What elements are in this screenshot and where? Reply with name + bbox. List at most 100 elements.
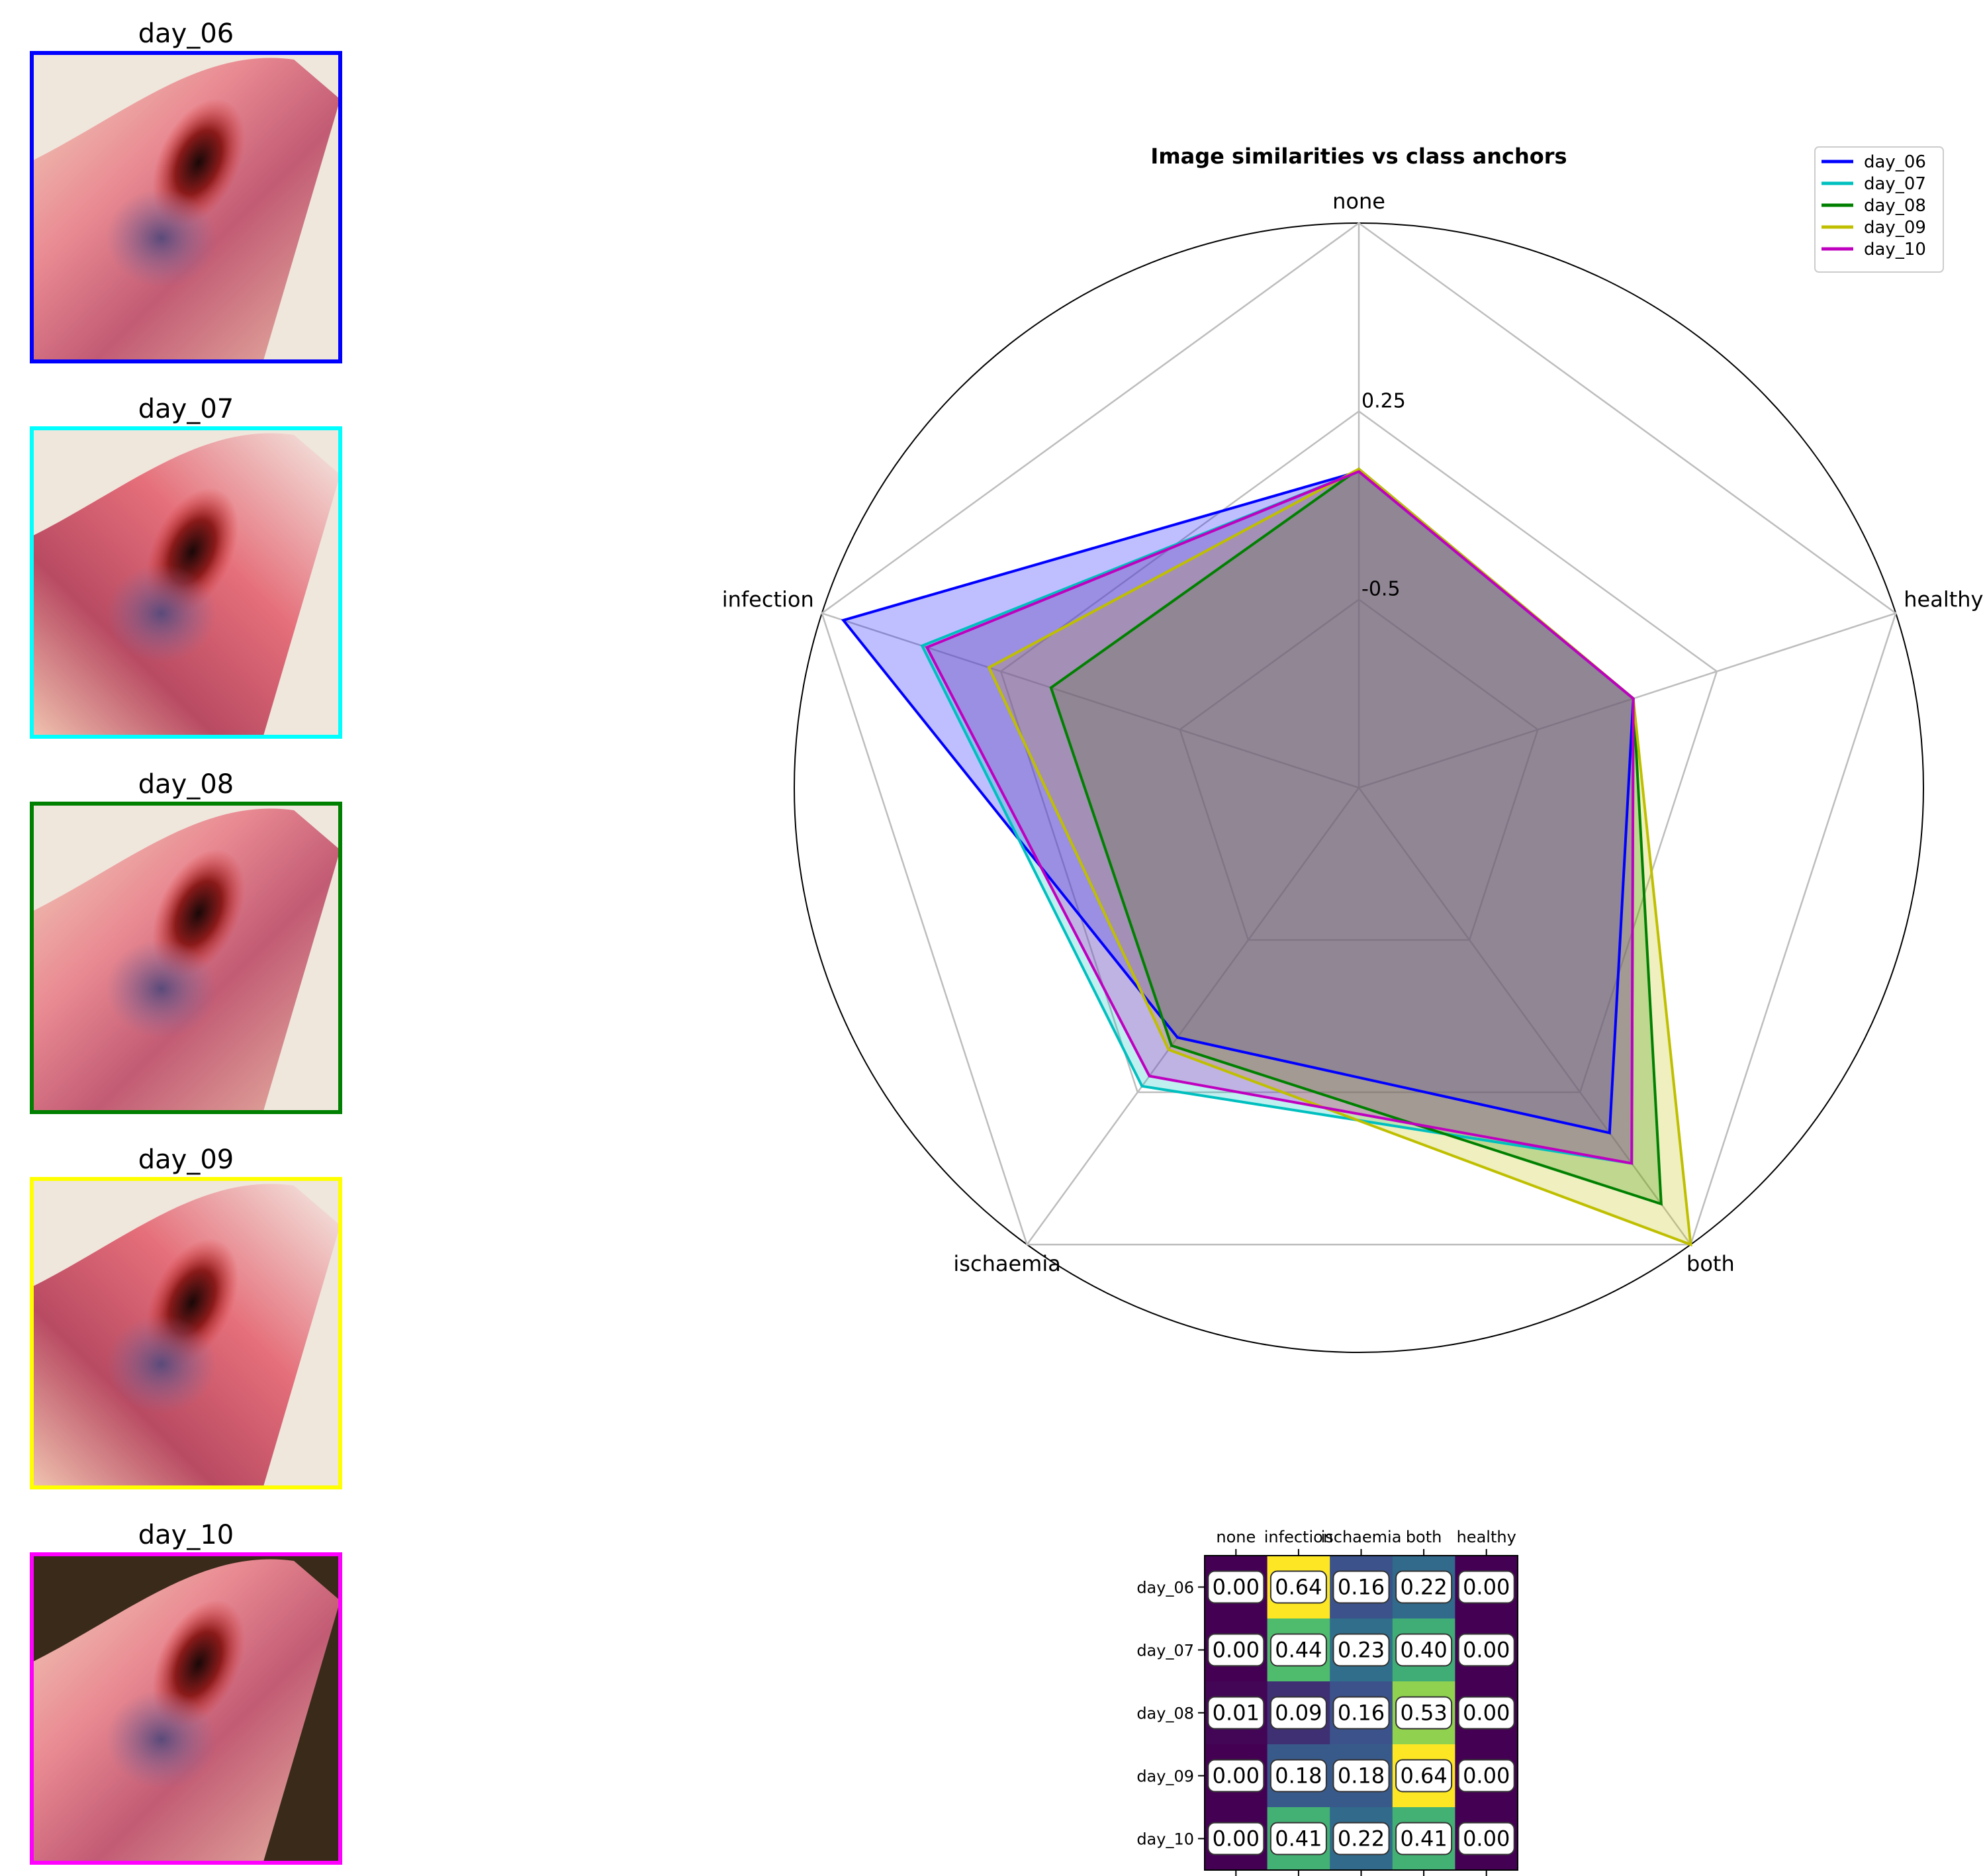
radar-axis-label-infection: infection [722,586,814,612]
radar-area-day_09 [989,469,1691,1245]
heatmap-value-label: 0.00 [1463,1826,1510,1852]
thumbnail-day_06: day_06 [30,19,342,363]
heatmap-value-box [1332,1822,1390,1855]
heatmap-value-label: 0.41 [1400,1826,1447,1852]
thumbnail-title: day_06 [138,19,234,49]
heatmap-value-box [1269,1570,1327,1604]
heatmap-value-box [1457,1696,1515,1730]
heatmap-value-box [1395,1759,1453,1793]
heatmap-value-box [1207,1633,1265,1667]
thumbnail-title: day_08 [138,769,234,800]
heatmap-row-label: day_08 [1136,1705,1194,1723]
legend-label: day_07 [1864,174,1926,194]
heatmap-value-label: 0.22 [1400,1575,1447,1600]
legend-label: day_10 [1864,240,1926,259]
thumbnail-title: day_07 [138,394,234,424]
radar-area-day_06 [843,471,1634,1133]
radar-chart: Image similarities vs class anchors none… [722,144,1983,1353]
chart-title: Image similarities vs class anchors [1150,144,1567,169]
radar-area-day_08 [1050,469,1661,1204]
heatmap-value-box [1207,1696,1265,1730]
heatmap-value-label: 0.00 [1213,1575,1260,1600]
thumbnail-day_07: day_07 [30,394,342,739]
radar-axis-label-none: none [1332,189,1385,214]
wound-photo [32,1554,340,1863]
heatmap-value-label: 0.01 [1213,1701,1260,1726]
heatmap-value-label: 0.16 [1338,1701,1385,1726]
heatmap-value-box [1457,1759,1515,1793]
heatmap-value-box [1269,1759,1327,1793]
heatmap-value-label: 0.22 [1338,1826,1385,1852]
heatmap-value-label: 0.41 [1275,1826,1322,1852]
heatmap-column-label: healthy [1457,1528,1516,1546]
heatmap-value-box [1332,1696,1390,1730]
radar-grid-ring [821,222,1897,1246]
heatmap-row-label: day_09 [1136,1767,1194,1786]
heatmap-value-box [1332,1633,1390,1667]
heatmap-column-label: ischaemia [1321,1528,1402,1546]
heatmap-value-box [1395,1633,1453,1667]
legend-label: day_06 [1864,152,1926,172]
thumbnail-border [30,51,342,363]
heatmap-value-label: 0.18 [1275,1763,1322,1789]
thumbnail-title: day_10 [138,1520,234,1550]
heatmap-value-label: 0.00 [1463,1701,1510,1726]
heatmap-row-label: day_06 [1136,1579,1194,1597]
thumbnail-border [30,1177,342,1489]
radar-spoke [1358,612,1896,789]
legend-label: day_08 [1864,196,1926,216]
heatmap-value-box [1395,1822,1453,1855]
heatmap-row-label: day_10 [1136,1830,1194,1849]
heatmap-value-label: 0.00 [1463,1763,1510,1789]
heatmap-column-label: none [1216,1528,1256,1546]
radar-axis-label-healthy: healthy [1904,586,1983,612]
heatmap-value-box [1457,1570,1515,1604]
heatmap-value-box [1332,1570,1390,1604]
heatmap-value-box [1332,1759,1390,1793]
heatmap-value-label: 0.53 [1400,1701,1447,1726]
heatmap-value-box [1269,1696,1327,1730]
heatmap-value-box [1457,1633,1515,1667]
heatmap-value-box [1269,1822,1327,1855]
heatmap-chart: 0.00 0.64 0.16 0.22 0.00 0.00 0.44 0.23 0.40 0.00… [1136,1528,1518,1876]
heatmap-value-label: 0.44 [1275,1638,1322,1663]
wound-photo [32,53,340,361]
thumbnail-day_10: day_10 [30,1520,342,1865]
radar-spoke [1358,787,1692,1245]
radar-tick-label: 0.25 [1361,389,1406,412]
radar-axis-labels: none infection ischaemia both healthy [722,189,1983,1276]
heatmap-value-label: 0.00 [1213,1638,1260,1663]
radar-area-day_07 [922,471,1634,1164]
radar-axis-label-both: both [1686,1251,1735,1276]
heatmap-value-label: 0.16 [1338,1575,1385,1600]
thumbnail-column: day_06 day_07 day_08 day_09 day_10 [30,19,342,1865]
heatmap-row-label: day_07 [1136,1642,1194,1660]
heatmap-value-box [1395,1570,1453,1604]
radar-tick-labels: -0.5 0.25 [1361,389,1406,600]
heatmap-value-box [1269,1633,1327,1667]
heatmap-value-box [1457,1822,1515,1855]
heatmap-value-label: 0.40 [1400,1638,1447,1663]
heatmap-value-box [1395,1696,1453,1730]
radar-tick-label: -0.5 [1361,578,1401,601]
heatmap-value-label: 0.00 [1213,1763,1260,1789]
heatmap-value-label: 0.64 [1275,1575,1322,1600]
heatmap-value-box [1207,1759,1265,1793]
radar-area-day_10 [927,471,1634,1164]
legend-box [1814,146,1944,273]
wound-photo [32,1179,340,1487]
thumbnail-border [30,802,342,1114]
radar-axis-label-ischaemia: ischaemia [953,1251,1060,1276]
wound-photo [32,428,340,737]
heatmap-value-box [1207,1570,1265,1604]
heatmap-value-label: 0.00 [1213,1826,1260,1852]
radar-series-group [841,467,1692,1247]
heatmap-value-label: 0.23 [1338,1638,1385,1663]
heatmap-value-label: 0.64 [1400,1763,1447,1789]
thumbnail-border [30,426,342,739]
legend-label: day_09 [1864,218,1926,238]
thumbnail-day_09: day_09 [30,1145,342,1489]
radar-spoke [1026,787,1360,1245]
